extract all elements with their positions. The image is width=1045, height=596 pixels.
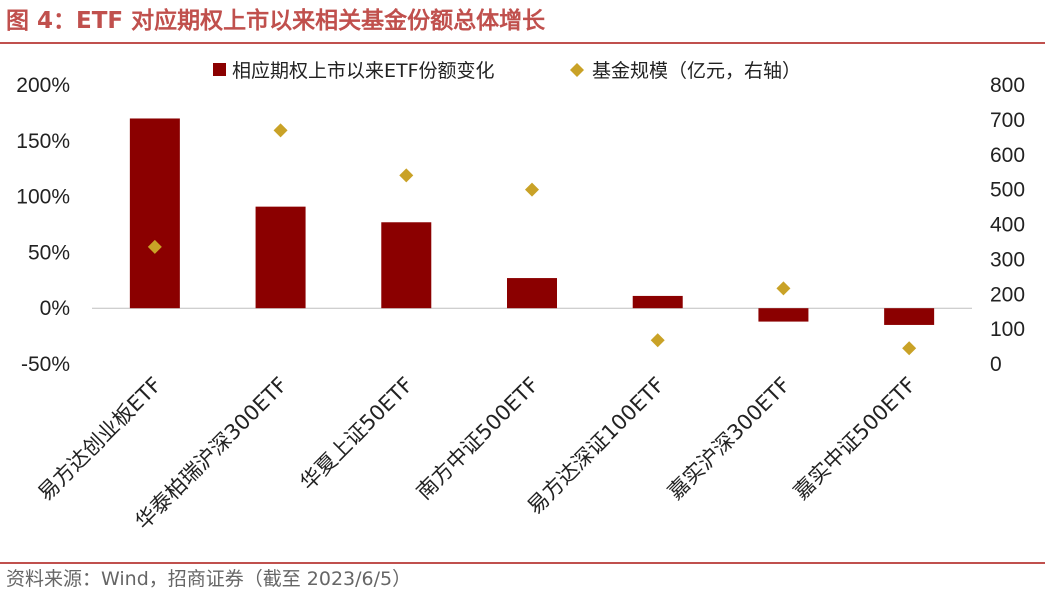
left-tick-label: -50%: [21, 353, 70, 376]
bar: [381, 222, 432, 309]
left-tick-label: 50%: [28, 241, 70, 264]
bar: [632, 295, 683, 309]
right-tick-label: 500: [990, 179, 1025, 202]
bar: [129, 118, 180, 309]
diamond-point: [399, 168, 414, 183]
bar: [884, 308, 935, 325]
legend-bar-label: 相应期权上市以来ETF份额变化: [232, 60, 495, 82]
diamond-point: [147, 239, 162, 254]
bar: [255, 206, 306, 309]
right-tick-label: 400: [990, 214, 1025, 237]
diamond-point: [776, 281, 791, 296]
right-tick-label: 800: [990, 74, 1025, 97]
bar: [507, 278, 557, 309]
diamond-series: [147, 123, 917, 356]
category-label: 嘉实沪深300ETF: [663, 373, 795, 505]
diamond-point: [525, 182, 539, 197]
legend-diamond-swatch: [570, 63, 584, 77]
category-label: 南方中证500ETF: [412, 373, 544, 505]
right-tick-label: 100: [990, 318, 1025, 341]
right-axis: 800 700 600 500 400 300 200 100 0: [990, 74, 1025, 376]
chart-canvas: 相应期权上市以来ETF份额变化 基金规模（亿元，右轴） 200% 150% 100%…: [16, 60, 1025, 534]
legend: 相应期权上市以来ETF份额变化 基金规模（亿元，右轴）: [213, 60, 801, 82]
right-tick-label: 600: [990, 144, 1025, 167]
diamond-point: [650, 333, 665, 348]
title-rule: [0, 42, 1045, 44]
category-label: 易方达深证100ETF: [523, 373, 670, 520]
category-label: 易方达创业板ETF: [33, 373, 166, 506]
legend-diamond-label: 基金规模（亿元，右轴）: [592, 60, 801, 82]
right-tick-label: 300: [990, 248, 1025, 271]
chart-title: 图 4：ETF 对应期权上市以来相关基金份额总体增长: [6, 8, 546, 34]
right-tick-label: 200: [990, 283, 1025, 306]
footer-rule: [0, 562, 1045, 564]
category-label: 嘉实中证500ETF: [789, 373, 921, 505]
left-tick-label: 150%: [16, 130, 70, 153]
right-tick-label: 700: [990, 109, 1025, 132]
bar-series: [129, 118, 935, 325]
diamond-point: [273, 123, 288, 138]
category-label: 华夏上证50ETF: [296, 373, 418, 495]
source-note: 资料来源：Wind，招商证券（截至 2023/6/5）: [6, 568, 412, 590]
diamond-point: [902, 341, 917, 356]
left-axis: 200% 150% 100% 50% 0% -50%: [16, 74, 70, 376]
legend-bar-swatch: [213, 63, 226, 76]
right-tick-label: 0: [990, 353, 1002, 376]
left-tick-label: 100%: [16, 186, 70, 209]
bar: [758, 308, 809, 322]
left-tick-label: 0%: [40, 297, 70, 320]
left-tick-label: 200%: [16, 74, 70, 97]
